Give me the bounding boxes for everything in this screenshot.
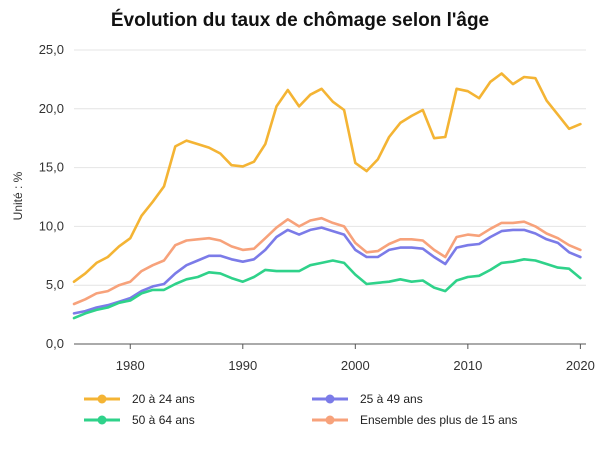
legend-item: 25 à 49 ans bbox=[312, 392, 423, 406]
legend-label: Ensemble des plus de 15 ans bbox=[360, 413, 517, 427]
y-tick-label: 0,0 bbox=[46, 336, 64, 351]
grid bbox=[74, 49, 586, 345]
x-tick-label: 1980 bbox=[116, 358, 145, 373]
chart-title: Évolution du taux de chômage selon l'âge bbox=[111, 9, 489, 31]
legend-label: 20 à 24 ans bbox=[132, 392, 195, 406]
legend-swatch-marker bbox=[97, 415, 107, 425]
series-line-3 bbox=[72, 257, 582, 320]
x-tick-label: 1990 bbox=[228, 358, 257, 373]
x-tick-label: 2020 bbox=[566, 358, 595, 373]
x-axis-ticks: 1980 1990 2000 2010 2020 bbox=[116, 344, 595, 373]
y-axis-label: Unité : % bbox=[11, 171, 25, 220]
legend-swatch-marker bbox=[97, 394, 107, 404]
series-line-4 bbox=[72, 216, 582, 306]
series-line-2 bbox=[72, 226, 582, 315]
y-tick-label: 15,0 bbox=[39, 160, 64, 175]
series-lines bbox=[72, 72, 582, 320]
legend-item: Ensemble des plus de 15 ans bbox=[312, 413, 517, 427]
y-tick-label: 25,0 bbox=[39, 42, 64, 57]
legend-swatch-marker bbox=[325, 394, 335, 404]
series-line-1 bbox=[72, 72, 582, 284]
x-tick-label: 2010 bbox=[453, 358, 482, 373]
y-tick-label: 10,0 bbox=[39, 218, 64, 233]
legend: 20 à 24 ans 25 à 49 ans 50 à 64 ans Ensembl… bbox=[84, 392, 517, 427]
legend-swatch-marker bbox=[325, 415, 335, 425]
x-tick-label: 2000 bbox=[341, 358, 370, 373]
legend-item: 20 à 24 ans bbox=[84, 392, 195, 406]
legend-label: 25 à 49 ans bbox=[360, 392, 423, 406]
y-tick-label: 20,0 bbox=[39, 101, 64, 116]
y-axis-ticks: 0,0 5,0 10,0 15,0 20,0 25,0 bbox=[39, 42, 64, 351]
y-tick-label: 5,0 bbox=[46, 277, 64, 292]
legend-item: 50 à 64 ans bbox=[84, 413, 195, 427]
legend-label: 50 à 64 ans bbox=[132, 413, 195, 427]
